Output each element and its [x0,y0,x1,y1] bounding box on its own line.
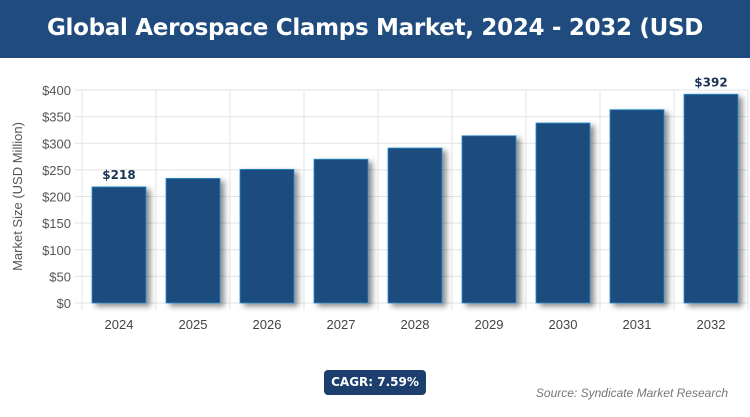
y-tick-label: $100 [42,243,71,258]
bar-2026 [239,168,295,304]
y-tick-label: $0 [57,296,71,311]
bar-2025 [165,177,221,304]
y-tick-label: $400 [42,83,71,98]
data-label: $218 [102,168,135,182]
x-tick-label: 2029 [475,317,504,332]
bar-2029 [461,135,517,304]
bar-2024 [91,186,147,304]
bar-2027 [313,158,369,304]
x-tick-label: 2030 [549,317,578,332]
x-tick-label: 2031 [623,317,652,332]
bar-2030 [535,122,591,304]
y-tick-label: $50 [49,269,71,284]
data-label: $392 [694,75,727,89]
y-tick-label: $150 [42,216,71,231]
x-tick-label: 2027 [327,317,356,332]
chart-title: Global Aerospace Clamps Market, 2024 - 2… [0,0,750,97]
bar-2031 [609,109,665,304]
y-axis-title: Market Size (USD Million) [10,122,25,271]
y-tick-label: $350 [42,110,71,125]
x-tick-label: 2032 [697,317,726,332]
x-tick-label: 2028 [401,317,430,332]
x-tick-label: 2026 [253,317,282,332]
source-note: Source: Syndicate Market Research [535,386,728,400]
y-tick-label: $300 [42,136,71,151]
y-tick-label: $250 [42,163,71,178]
x-tick-label: 2024 [105,317,134,332]
bar-2032 [683,93,739,304]
x-tick-label: 2025 [179,317,208,332]
bar-2028 [387,147,443,304]
y-tick-label: $200 [42,190,71,205]
cagr-badge: CAGR: 7.59% [324,370,426,395]
